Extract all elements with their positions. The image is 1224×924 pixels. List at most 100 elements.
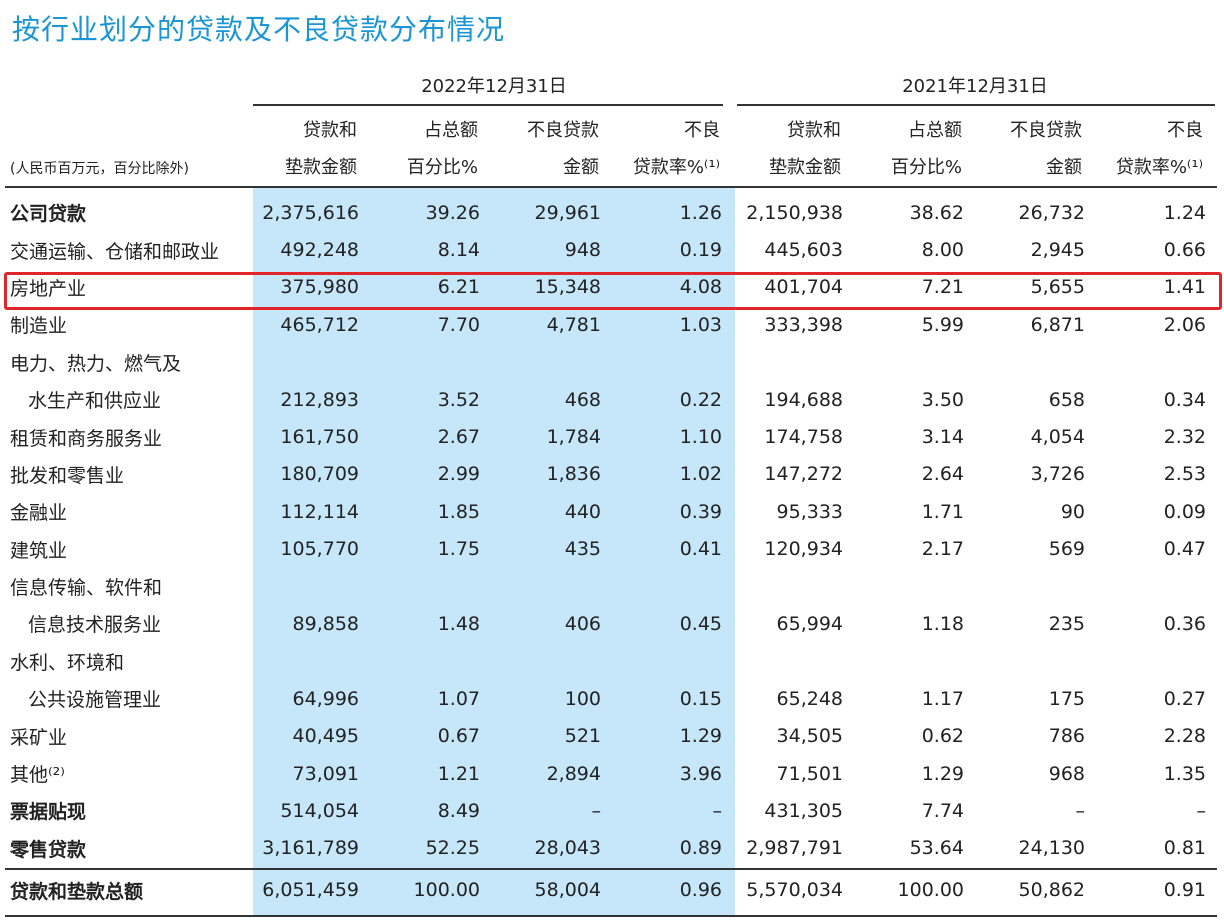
cell-value: 95,333 — [776, 500, 843, 523]
table-row: 公共设施管理业 64,996 1.07 100 0.15 65,248 1.17 175 0.2… — [0, 680, 1221, 717]
cell-value: 2.32 — [1163, 426, 1206, 449]
cell-value: 7.74 — [921, 799, 964, 822]
column-header: 占总额 — [424, 120, 478, 141]
cell-value: 0.96 — [679, 879, 722, 902]
cell-value — [495, 643, 616, 680]
cell-value: 53.64 — [909, 837, 964, 860]
cell-value: 5,655 — [1030, 276, 1085, 299]
cell-value: 0.36 — [1163, 612, 1206, 635]
divider — [5, 868, 1217, 870]
row-label: 公共设施管理业 — [28, 689, 162, 712]
cell-value: 1.71 — [921, 500, 964, 523]
cell-value: 1.02 — [679, 463, 722, 486]
row-label: 交通运输、仓储和邮政业 — [10, 240, 220, 263]
cell-value: 65,248 — [776, 687, 843, 710]
cell-value: 435 — [564, 538, 601, 561]
cell-value: 333,398 — [764, 313, 843, 336]
row-label: 批发和零售业 — [10, 464, 125, 487]
cell-value: 401,704 — [764, 276, 843, 299]
cell-value: 1.85 — [437, 500, 480, 523]
cell-value: 2.53 — [1163, 463, 1206, 486]
cell-value: 105,770 — [280, 538, 359, 561]
column-header: 贷款率%⁽¹⁾ — [1115, 157, 1203, 178]
row-label: 信息传输、软件和 — [10, 577, 163, 600]
cell-value: 1.35 — [1163, 762, 1206, 785]
cell-value: 0.19 — [679, 239, 722, 262]
table-row: 交通运输、仓储和邮政业 492,248 8.14 948 0.19 445,603 8.00… — [0, 231, 1221, 268]
cell-value: 6.21 — [437, 276, 480, 299]
cell-value: 375,980 — [280, 276, 359, 299]
column-header: 不良贷款 — [527, 120, 599, 141]
table-row: 制造业 465,712 7.70 4,781 1.03 333,398 5.99 6,871 2… — [0, 306, 1221, 343]
column-header: 不良贷款 — [1010, 120, 1082, 141]
cell-value: 514,054 — [280, 799, 359, 822]
cell-value: 175 — [1048, 687, 1085, 710]
cell-value: 1.26 — [679, 201, 722, 224]
table-row: 建筑业 105,770 1.75 435 0.41 120,934 2.17 569 0.47 — [0, 531, 1221, 568]
cell-value: 2.28 — [1163, 725, 1206, 748]
cell-value: 0.09 — [1163, 500, 1206, 523]
cell-value: 786 — [1048, 725, 1085, 748]
cell-value — [737, 344, 858, 381]
cell-value: 1,836 — [546, 463, 601, 486]
cell-value — [616, 643, 737, 680]
column-header: 垫款金额 — [769, 157, 841, 178]
cell-value: 1.75 — [437, 538, 480, 561]
cell-value — [1100, 568, 1221, 605]
cell-value: 147,272 — [764, 463, 843, 486]
row-label: 贷款和垫款总额 — [10, 880, 144, 903]
cell-value: 235 — [1048, 612, 1085, 635]
table-row: 票据贴现 514,054 8.49 – – 431,305 7.74 – – — [0, 792, 1221, 829]
cell-value: 180,709 — [280, 463, 359, 486]
row-label: 票据贴现 — [10, 801, 87, 824]
column-header: 不良 — [684, 120, 720, 141]
table-row: 信息传输、软件和 — [0, 568, 1221, 605]
divider — [5, 186, 1217, 188]
cell-value: 0.34 — [1163, 388, 1206, 411]
cell-value — [979, 643, 1100, 680]
cell-value: 3.52 — [437, 388, 480, 411]
cell-value: 0.89 — [679, 837, 722, 860]
cell-value: 2,987,791 — [746, 837, 843, 860]
table-row: 电力、热力、燃气及 — [0, 344, 1221, 381]
cell-value: 492,248 — [280, 239, 359, 262]
cell-value: 120,934 — [764, 538, 843, 561]
cell-value — [374, 643, 495, 680]
cell-value: 3,726 — [1030, 463, 1085, 486]
column-header: 贷款和 — [303, 120, 357, 141]
cell-value: 0.81 — [1163, 837, 1206, 860]
divider — [253, 104, 723, 106]
cell-value: 7.70 — [437, 313, 480, 336]
cell-value: 4,781 — [546, 313, 601, 336]
table-row: 信息技术服务业 89,858 1.48 406 0.45 65,994 1.18 235 0.3… — [0, 605, 1221, 642]
cell-value — [495, 568, 616, 605]
page-title: 按行业划分的贷款及不良贷款分布情况 — [12, 13, 506, 46]
column-header: 贷款和 — [787, 120, 841, 141]
divider — [737, 104, 1215, 106]
column-header: 百分比% — [406, 157, 478, 178]
cell-value: 521 — [564, 725, 601, 748]
cell-value: 3,161,789 — [262, 837, 359, 860]
cell-value: 1.24 — [1163, 201, 1206, 224]
cell-value: 52.25 — [425, 837, 480, 860]
cell-value: 2.67 — [437, 426, 480, 449]
cell-value — [253, 344, 374, 381]
table-row: 公司贷款 2,375,616 39.26 29,961 1.26 2,150,938 38.… — [0, 194, 1221, 231]
cell-value: 431,305 — [764, 799, 843, 822]
cell-value: 2,150,938 — [746, 201, 843, 224]
cell-value: 0.45 — [679, 612, 722, 635]
cell-value: 2.17 — [921, 538, 964, 561]
row-label: 公司贷款 — [10, 203, 87, 226]
cell-value: 38.62 — [909, 201, 964, 224]
column-header: 金额 — [1046, 157, 1082, 178]
loan-table: 公司贷款 2,375,616 39.26 29,961 1.26 2,150,938 38.… — [0, 194, 1221, 913]
cell-value: 2.99 — [437, 463, 480, 486]
cell-value: 112,114 — [280, 500, 359, 523]
highlight-row-box — [4, 272, 1222, 310]
column-header: 贷款率%⁽¹⁾ — [632, 157, 720, 178]
cell-value: 0.67 — [437, 725, 480, 748]
cell-value: 174,758 — [764, 426, 843, 449]
cell-value: 15,348 — [534, 276, 601, 299]
period-2021: 2021年12月31日 — [902, 76, 1048, 97]
cell-value: 0.66 — [1163, 239, 1206, 262]
